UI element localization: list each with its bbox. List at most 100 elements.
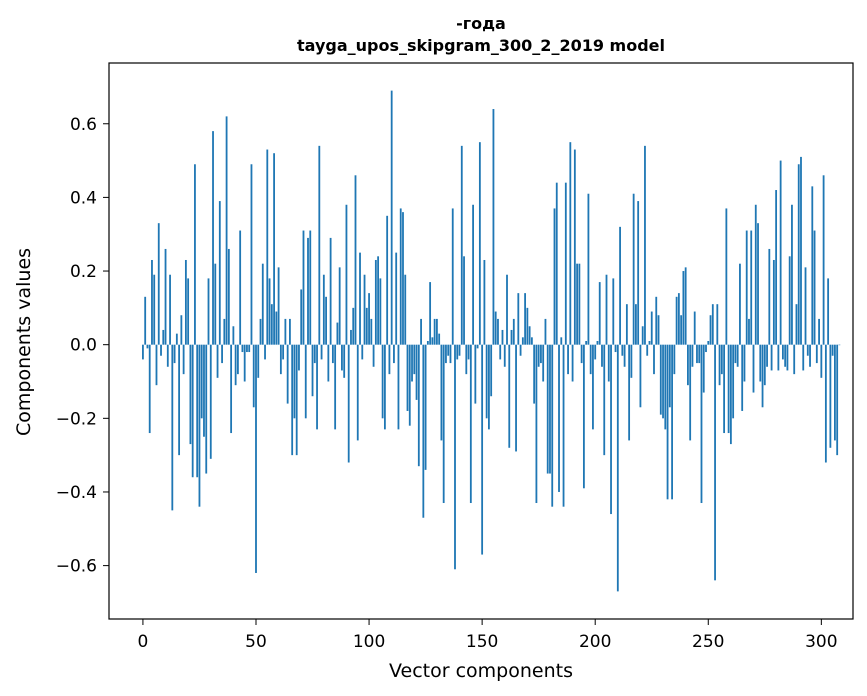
bar bbox=[795, 304, 798, 345]
bar bbox=[772, 259, 775, 345]
bar bbox=[390, 90, 393, 345]
bar bbox=[169, 274, 171, 345]
bar bbox=[788, 256, 791, 345]
bar bbox=[680, 315, 683, 345]
bar bbox=[359, 252, 361, 345]
bar bbox=[723, 344, 726, 434]
bar bbox=[187, 278, 190, 345]
y-axis-label: Components values bbox=[13, 248, 35, 436]
bar bbox=[653, 344, 655, 375]
bar bbox=[809, 344, 811, 367]
bar bbox=[338, 267, 341, 345]
y-tick-label: 0.2 bbox=[70, 262, 97, 282]
x-tick-label: 150 bbox=[466, 632, 498, 652]
bar bbox=[171, 344, 174, 511]
bar bbox=[241, 344, 244, 353]
bar bbox=[711, 304, 714, 345]
bar bbox=[383, 344, 386, 430]
bar bbox=[381, 344, 384, 419]
bar bbox=[693, 311, 696, 345]
bar bbox=[465, 344, 468, 375]
bar bbox=[442, 344, 445, 504]
bar bbox=[621, 344, 624, 356]
bar bbox=[334, 344, 337, 430]
bar bbox=[469, 344, 472, 504]
bar bbox=[587, 193, 590, 345]
bar bbox=[298, 344, 300, 371]
bar bbox=[750, 230, 753, 345]
bar bbox=[300, 289, 303, 345]
y-tick-label: 0.6 bbox=[70, 115, 97, 135]
bar bbox=[266, 149, 269, 345]
bar bbox=[393, 344, 395, 364]
bar bbox=[806, 344, 809, 356]
bar bbox=[530, 337, 533, 345]
bar bbox=[630, 344, 633, 378]
bar bbox=[542, 344, 545, 382]
bar bbox=[714, 344, 716, 581]
bar bbox=[594, 344, 597, 360]
bar bbox=[569, 142, 572, 345]
bar bbox=[309, 230, 312, 345]
bar bbox=[576, 263, 579, 345]
bar bbox=[827, 278, 830, 345]
bar bbox=[173, 344, 176, 364]
bar bbox=[558, 344, 560, 492]
bar bbox=[623, 344, 626, 367]
bar bbox=[551, 344, 554, 507]
bar bbox=[431, 337, 434, 345]
bar bbox=[329, 237, 332, 345]
bars-group bbox=[142, 90, 841, 592]
bar bbox=[705, 344, 707, 353]
bar bbox=[668, 344, 671, 408]
bar bbox=[196, 344, 199, 478]
bar bbox=[449, 344, 452, 364]
bar bbox=[677, 293, 680, 345]
bar bbox=[560, 337, 563, 345]
bar bbox=[331, 344, 334, 364]
bar bbox=[709, 315, 712, 345]
bar bbox=[535, 344, 538, 504]
bar bbox=[684, 267, 687, 345]
bar bbox=[838, 344, 841, 346]
bar bbox=[223, 318, 226, 345]
bar bbox=[555, 182, 558, 345]
bar bbox=[748, 318, 750, 345]
bar bbox=[741, 344, 744, 411]
bar bbox=[478, 142, 481, 345]
bar bbox=[754, 204, 757, 345]
bar bbox=[463, 256, 465, 345]
bar bbox=[460, 145, 463, 345]
bar bbox=[433, 318, 436, 345]
bar bbox=[347, 344, 350, 463]
bar bbox=[160, 344, 162, 356]
bar bbox=[436, 318, 438, 345]
bar bbox=[524, 293, 526, 345]
bar bbox=[200, 344, 203, 419]
bar bbox=[512, 318, 515, 345]
bar bbox=[164, 248, 167, 345]
bar bbox=[793, 344, 796, 375]
bar bbox=[585, 341, 588, 345]
bar bbox=[252, 344, 255, 408]
bar bbox=[203, 344, 205, 437]
bar bbox=[354, 175, 357, 345]
bar bbox=[230, 344, 233, 434]
bar bbox=[537, 344, 540, 367]
bar bbox=[142, 344, 144, 360]
bar bbox=[822, 175, 825, 345]
bar bbox=[485, 344, 488, 419]
bar bbox=[766, 344, 768, 367]
bar bbox=[268, 278, 271, 345]
bar bbox=[578, 263, 581, 345]
bar bbox=[293, 344, 296, 419]
bar bbox=[356, 344, 359, 441]
bar bbox=[777, 344, 780, 371]
bar bbox=[205, 344, 208, 474]
bar bbox=[467, 344, 470, 360]
bar bbox=[564, 182, 567, 345]
bar bbox=[671, 344, 673, 500]
bar bbox=[549, 344, 551, 474]
bar bbox=[227, 248, 230, 345]
bar bbox=[725, 208, 728, 345]
